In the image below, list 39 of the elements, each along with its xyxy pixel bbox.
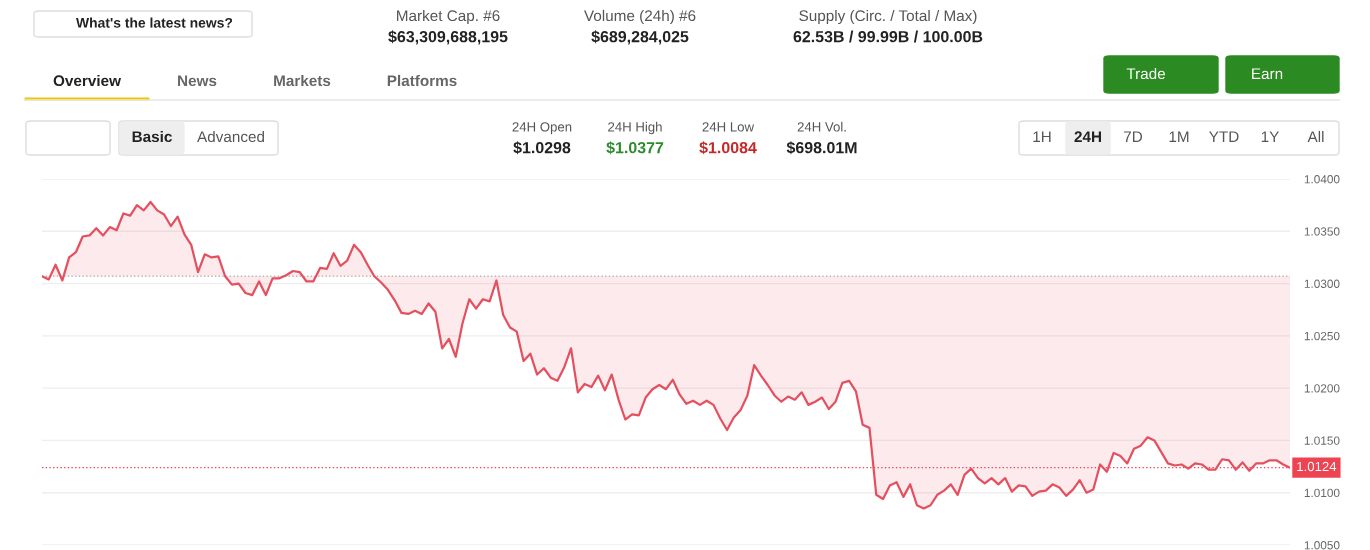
ref-line-label: 1.0124 (1297, 461, 1337, 472)
text: YTD (1209, 131, 1239, 142)
y-tick-label: 1.0250 (1304, 331, 1340, 341)
text: 24H (1074, 131, 1101, 142)
text: News (178, 75, 217, 87)
text: 24H Vol. (797, 121, 846, 132)
text: Market Cap. #6 (397, 9, 500, 25)
text: $689,284,025 (591, 30, 689, 45)
text: Platforms (387, 74, 457, 87)
text: 62.53B / 99.99B / 100.00B (793, 30, 983, 43)
y-tick-label: 1.0300 (1304, 279, 1340, 288)
text: 24H Open (512, 122, 572, 135)
text: 24H High (608, 121, 662, 135)
text: 24H Low (702, 122, 755, 132)
text: Overview (53, 74, 121, 87)
text: Volume (24h) #6 (584, 9, 696, 25)
text: Supply (Circ. / Total / Max) (799, 9, 977, 25)
text: $1.0298 (513, 141, 571, 155)
text: $1.0377 (606, 141, 664, 155)
y-tick-label: 1.0050 (1304, 541, 1340, 550)
y-tick-label: 1.0100 (1304, 488, 1340, 498)
text: Earn (1252, 68, 1283, 80)
text: What's the latest news? (76, 17, 233, 28)
y-tick-label: 1.0400 (1304, 175, 1340, 184)
text: Trade (1126, 67, 1165, 80)
text: 1Y (1261, 131, 1280, 142)
text: All (1307, 130, 1324, 142)
text: $1.0084 (699, 141, 757, 155)
text: Basic (132, 130, 172, 143)
text: Advanced (197, 130, 264, 143)
text: 1H (1033, 131, 1051, 142)
text: $698.01M (786, 141, 857, 155)
y-tick-label: 1.0350 (1304, 227, 1340, 236)
text: $63,309,688,195 (388, 30, 508, 45)
text: 1M (1169, 131, 1189, 142)
y-tick-label: 1.0150 (1304, 436, 1340, 445)
text: 7D (1124, 131, 1143, 142)
y-tick-label: 1.0200 (1304, 384, 1340, 393)
text: Markets (274, 74, 331, 87)
